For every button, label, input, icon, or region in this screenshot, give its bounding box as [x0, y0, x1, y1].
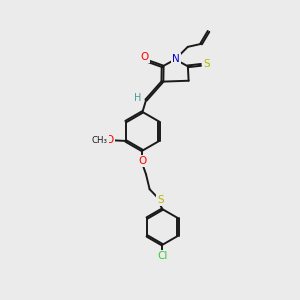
Text: N: N	[172, 54, 180, 64]
Text: O: O	[138, 156, 147, 166]
Text: Cl: Cl	[157, 250, 168, 260]
Text: O: O	[141, 52, 149, 62]
Text: H: H	[134, 93, 141, 103]
Text: S: S	[204, 59, 210, 69]
Text: CH₃: CH₃	[92, 136, 108, 145]
Text: S: S	[157, 195, 164, 205]
Text: O: O	[106, 135, 114, 145]
